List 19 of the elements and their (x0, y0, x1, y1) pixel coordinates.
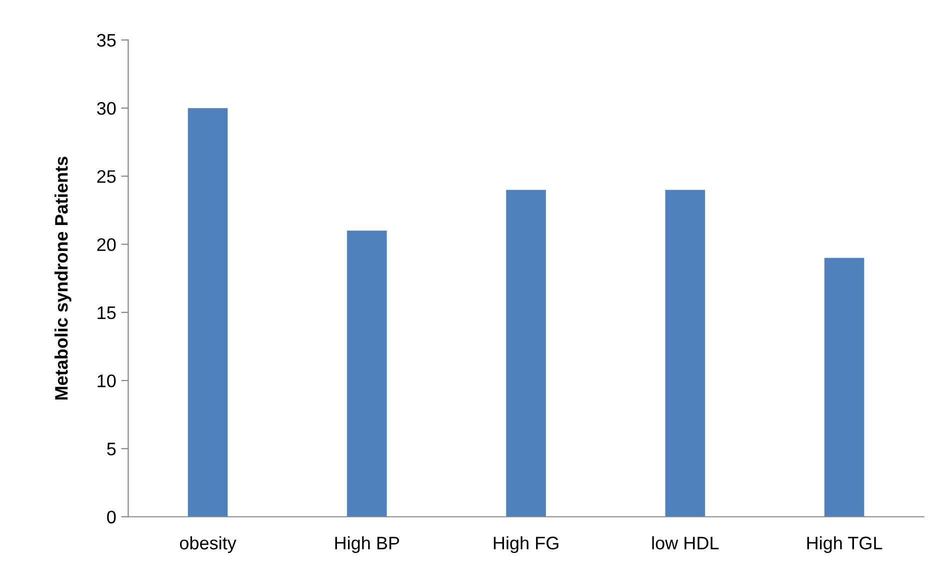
bar (506, 190, 546, 517)
bar (188, 108, 228, 517)
x-tick-label: High BP (335, 536, 400, 554)
x-tick-label: High TGL (807, 536, 882, 554)
bar (824, 258, 864, 517)
y-tick-label: 5 (107, 442, 116, 456)
y-tick-label: 10 (98, 374, 116, 388)
x-tick-label: High FG (494, 536, 558, 554)
x-tick-label: obesity (180, 536, 236, 554)
y-tick-label: 15 (98, 306, 116, 320)
y-tick-label: 35 (97, 34, 116, 47)
bar (665, 190, 706, 517)
x-tick-label: low HDL (652, 536, 719, 550)
y-tick-label: 20 (97, 238, 116, 252)
y-tick-label: 30 (97, 102, 116, 115)
y-tick-label: 0 (107, 510, 116, 524)
y-tick-label: 25 (97, 170, 116, 183)
bar (347, 230, 387, 517)
y-axis-title: Metabolic syndrone Patients (54, 156, 72, 400)
